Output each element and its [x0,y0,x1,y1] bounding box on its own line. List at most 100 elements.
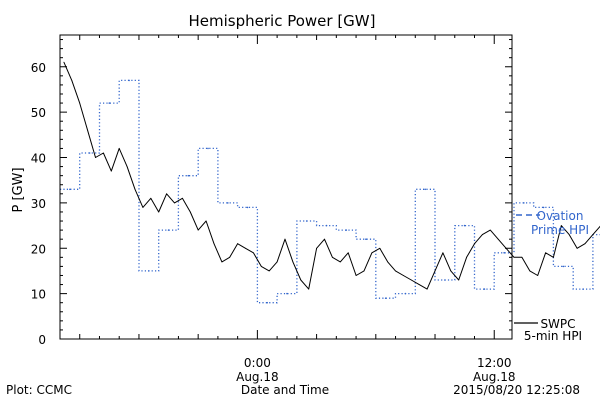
swpc-hpi-point [126,166,128,168]
swpc-hpi-point [521,256,523,258]
x-tick-date-label: Aug.18 [473,370,516,384]
swpc-hpi-point [553,256,554,258]
y-axis-label: P [GW] [11,167,26,212]
y-tick-label: 0 [38,333,46,347]
swpc-hpi-point [560,225,562,227]
legend-swpc: SWPC 5-min HPI [514,317,582,343]
swpc-hpi-point [221,261,223,263]
swpc-hpi-point [545,252,546,254]
swpc-hpi-point [403,275,404,276]
swpc-hpi-point [482,234,483,236]
swpc-hpi-point [371,252,373,254]
swpc-hpi-point [339,261,341,263]
swpc-hpi-point [347,252,349,254]
swpc-hpi-point [205,220,207,222]
swpc-hpi-series [63,62,600,290]
ovation-prime-point [227,202,229,204]
ovation-prime-point [305,220,308,222]
swpc-hpi-point [300,279,302,281]
swpc-hpi-point [245,247,246,249]
ovation-prime-point [148,270,150,272]
swpc-hpi-point [150,197,152,199]
legend-ovation-label-line1: Ovation [537,209,584,223]
swpc-hpi-point [110,170,112,172]
swpc-hpi-point [87,129,88,131]
swpc-hpi-point [118,148,120,149]
swpc-hpi-point [410,279,412,281]
swpc-hpi-point [355,275,357,276]
swpc-hpi-point [158,211,160,213]
swpc-hpi-point [63,61,65,63]
ovation-prime-point [523,202,525,204]
ovation-prime-series [60,79,600,304]
ovation-prime-point [108,102,111,104]
swpc-hpi-point [189,211,191,213]
y-tick-label: 50 [31,106,46,120]
x-axis-label: Date and Time [241,383,329,397]
chart-title: Hemispheric Power [GW] [189,12,376,30]
series-layer [60,61,600,304]
x-tick-time-label: 12:00 [477,356,512,370]
swpc-hpi-point [260,266,262,267]
legend-ovation: Ovation Prime HPI [516,209,589,237]
ovation-prime-point [266,301,269,304]
legend-ovation-label-line2: Prime HPI [531,223,589,237]
ovation-prime-point [384,297,387,300]
swpc-hpi-point [434,270,436,272]
swpc-hpi-point [592,234,594,236]
swpc-hpi-point [213,243,215,245]
swpc-hpi-point [505,247,507,249]
swpc-hpi-point [568,234,570,236]
swpc-hpi-point [458,279,460,281]
swpc-hpi-point [576,247,578,249]
ovation-prime-point [88,152,91,154]
swpc-hpi-point [316,247,317,249]
swpc-hpi-point [79,102,81,104]
legend-swpc-label-line2: 5-min HPI [524,329,582,343]
y-tick-labels: 0 10 20 30 40 50 60 [31,61,46,347]
swpc-hpi-point [513,256,515,258]
x-tick-date-label: Aug.18 [236,370,279,384]
ovation-prime-point [542,206,545,209]
y-tick-label: 20 [31,242,46,256]
swpc-hpi-point [182,197,183,199]
swpc-hpi-point [537,275,539,276]
ovation-prime-point [365,238,367,240]
ovation-prime-point [582,288,584,290]
ovation-prime-point [483,288,486,290]
swpc-hpi-point [197,229,199,231]
swpc-hpi-point [426,288,428,290]
ovation-prime-point [286,292,288,295]
ovation-prime-point [562,265,565,268]
y-tick-label: 10 [31,288,46,302]
swpc-hpi-point [363,270,365,272]
swpc-hpi-point [103,152,104,154]
swpc-hpi-point [489,229,491,231]
timestamp: 2015/08/20 12:25:08 [453,383,580,397]
swpc-hpi-point [134,188,136,190]
x-tick-labels: 0:00Aug.1812:00Aug.180:00Aug.1912:00Aug.… [236,356,516,384]
ovation-prime-point [463,224,466,227]
swpc-hpi-point [450,270,452,272]
ovation-prime-point [69,188,71,191]
swpc-hpi-point [253,252,254,254]
swpc-hpi-point [142,207,144,208]
swpc-hpi-point [379,247,381,249]
y-tick-label: 60 [31,61,46,75]
swpc-hpi-point [442,252,444,254]
swpc-hpi-point [497,238,499,240]
swpc-hpi-point [166,193,168,195]
swpc-hpi-point [418,284,420,285]
x-tick-time-label: 0:00 [244,356,271,370]
swpc-hpi-point [71,80,73,81]
y-tick-label: 40 [31,152,46,166]
swpc-hpi-point [308,288,310,290]
swpc-hpi-point [292,261,294,263]
swpc-hpi-point [387,261,389,263]
legend-swpc-label-line1: SWPC [540,317,575,331]
ovation-prime-point [207,147,209,150]
swpc-hpi-point [584,243,586,245]
axis-ticks [59,35,512,340]
ovation-prime-point [128,79,130,82]
